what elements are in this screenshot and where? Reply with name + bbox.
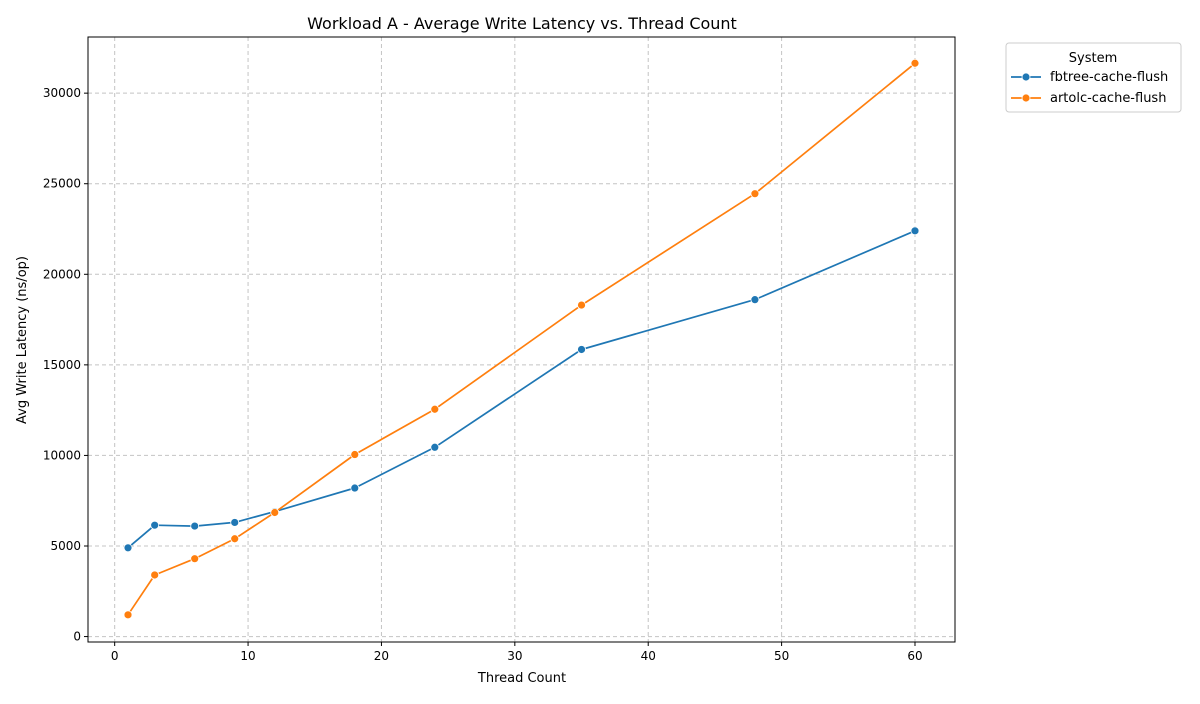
series-fbtree-cache-flush (123, 226, 920, 553)
y-tick-label: 5000 (50, 539, 81, 553)
legend-item: fbtree-cache-flush (1011, 70, 1168, 85)
y-tick-label: 15000 (43, 358, 81, 372)
x-tick-label: 0 (111, 649, 119, 663)
data-point (910, 226, 920, 236)
series-line (127, 62, 916, 616)
y-tick-label: 25000 (43, 177, 81, 191)
legend: System fbtree-cache-flush artolc-cache-fl… (1005, 42, 1182, 113)
y-tick-label: 10000 (43, 448, 81, 462)
data-point (577, 300, 586, 310)
data-point (350, 483, 360, 493)
x-tick-label: 60 (907, 649, 922, 663)
x-tick-label: 20 (374, 649, 389, 663)
data-point (350, 450, 360, 459)
x-tick-label: 50 (774, 649, 789, 663)
y-axis-label: Avg Write Latency (ns/op) (15, 256, 30, 424)
legend-swatch-marker (1021, 93, 1031, 103)
chart-title: Workload A - Average Write Latency vs. T… (307, 14, 737, 33)
data-point (230, 518, 240, 527)
data-point (430, 404, 440, 414)
series-line (127, 230, 916, 549)
plot-area-frame (87, 36, 956, 643)
data-point (123, 610, 133, 620)
data-point (150, 570, 160, 580)
x-tick-label: 30 (507, 649, 522, 663)
series-artolc-cache-flush (123, 58, 920, 620)
y-axis-ticks: 0 5000 10000 15000 20000 25000 30000 (43, 86, 88, 644)
data-point (577, 345, 586, 354)
data-point (270, 508, 280, 517)
data-point (190, 521, 200, 531)
x-tick-label: 10 (240, 649, 255, 663)
series-lines (123, 58, 920, 620)
data-point (150, 520, 160, 530)
y-tick-label: 0 (73, 630, 81, 644)
x-tick-label: 40 (641, 649, 656, 663)
y-tick-label: 20000 (43, 267, 81, 281)
legend-title: System (1069, 51, 1117, 66)
x-axis-ticks: 0 10 20 30 40 50 60 (111, 642, 923, 663)
data-point (430, 442, 440, 452)
legend-label: artolc-cache-flush (1050, 91, 1166, 106)
data-point (910, 58, 920, 68)
legend-swatch-marker (1021, 72, 1031, 82)
data-point (190, 554, 200, 564)
legend-box (1005, 42, 1182, 113)
legend-label: fbtree-cache-flush (1050, 70, 1168, 85)
data-point (123, 543, 133, 553)
y-tick-label: 30000 (43, 86, 81, 100)
grid-lines (88, 37, 955, 642)
data-point (230, 534, 240, 544)
x-axis-label: Thread Count (477, 671, 566, 686)
data-point (750, 295, 760, 305)
legend-item: artolc-cache-flush (1011, 91, 1166, 106)
legend-items: fbtree-cache-flush artolc-cache-flush (1011, 70, 1168, 106)
data-point (750, 189, 760, 199)
